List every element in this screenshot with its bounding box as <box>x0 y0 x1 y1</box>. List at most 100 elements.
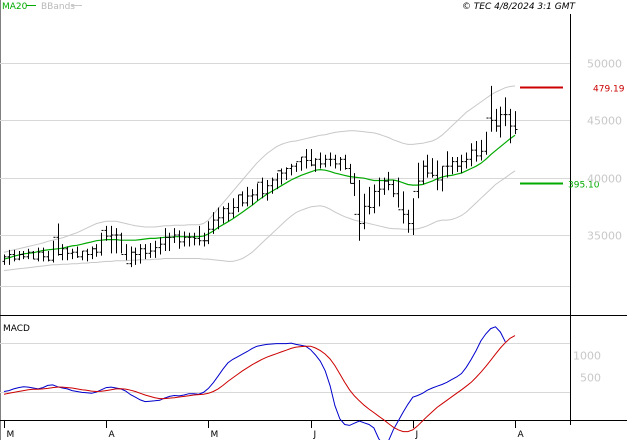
price-grid <box>0 63 570 287</box>
ohlc-bar <box>450 157 455 175</box>
ohlc-bar <box>158 237 163 255</box>
legend-ma20: MA20 <box>2 2 28 12</box>
ohlc-bar <box>406 209 411 233</box>
chart-header: MA20 BBands © TEC 4/8/2024 3:1 GMT <box>2 2 576 12</box>
ohlc-bar <box>17 251 22 261</box>
ohlc-bar <box>172 228 177 244</box>
legend-bbands: BBands <box>41 2 75 12</box>
ohlc-bar <box>318 152 323 169</box>
ohlc-bar <box>31 251 36 260</box>
ohlc-bar <box>143 244 148 260</box>
macd-y-tick-label: 500 <box>580 372 601 385</box>
ohlc-bar <box>206 221 211 245</box>
ohlc-bar <box>494 108 499 132</box>
price-y-tick-label: 40000 <box>587 173 622 186</box>
ohlc-bar <box>343 154 348 170</box>
ohlc-bar <box>255 181 260 201</box>
ohlc-bar <box>46 251 51 262</box>
ohlc-bar <box>474 140 479 162</box>
macd-line <box>3 326 506 440</box>
ohlc-bar <box>104 225 109 241</box>
ohlc-bar <box>182 231 187 247</box>
ma20-line <box>3 134 516 260</box>
ohlc-bar <box>226 202 231 222</box>
x-tick-label: J <box>313 430 317 440</box>
x-tick-label: A <box>518 430 525 440</box>
ohlc-bar <box>270 177 275 194</box>
ohlc-bar <box>236 194 241 213</box>
ohlc-bar <box>469 143 474 167</box>
ohlc-bar <box>211 212 216 234</box>
ohlc-bar <box>124 244 129 265</box>
macd-panel: 500 1000 MACD <box>0 324 601 440</box>
ohlc-bar <box>362 193 367 230</box>
ohlc-bar <box>401 191 406 224</box>
ohlc-bar <box>56 223 61 256</box>
ohlc-bar <box>489 85 494 132</box>
ohlc-bar <box>348 163 353 184</box>
ohlc-bar <box>192 232 197 246</box>
ohlc-bar <box>60 244 65 261</box>
ohlc-bar <box>36 247 41 262</box>
ohlc-bars <box>2 85 518 268</box>
ohlc-bar <box>367 186 372 215</box>
ohlc-bar <box>90 246 95 260</box>
macd-lines <box>3 326 516 440</box>
ohlc-bar <box>75 246 80 258</box>
ohlc-bar <box>464 152 469 169</box>
ohlc-bar <box>250 189 255 206</box>
ohlc-bar <box>372 184 377 214</box>
ohlc-bar <box>99 229 104 256</box>
ohlc-bar <box>221 206 226 224</box>
ohlc-bar <box>133 247 138 265</box>
ohlc-bar <box>41 247 46 262</box>
ohlc-bar <box>333 154 338 169</box>
ohlc-bar <box>284 167 289 180</box>
ohlc-bar <box>167 232 172 252</box>
resistance-level-label: 479.19 <box>593 85 625 95</box>
upper-band-line <box>3 85 516 253</box>
ohlc-bar <box>455 157 460 172</box>
ma20-polyline <box>3 134 516 260</box>
lower-band-line <box>3 170 516 271</box>
ohlc-bar <box>386 171 391 191</box>
ohlc-bar <box>503 97 508 127</box>
signal-line <box>3 335 516 433</box>
ohlc-bar <box>245 186 250 207</box>
ohlc-bar <box>382 177 387 195</box>
ohlc-bar <box>338 157 343 171</box>
ohlc-bar <box>425 154 430 178</box>
ohlc-bar <box>163 228 168 252</box>
price-levels: 479.19 395.10 <box>520 85 625 191</box>
ohlc-bar <box>508 108 513 144</box>
copyright-text: © TEC 4/8/2024 3:1 GMT <box>462 2 577 12</box>
ohlc-bar <box>197 225 202 246</box>
ohlc-bar <box>430 158 435 178</box>
x-tick-label: J <box>415 430 419 440</box>
ohlc-bar <box>265 179 270 201</box>
ohlc-bar <box>377 177 382 207</box>
ohlc-bar <box>153 240 158 258</box>
x-tick-label: M <box>211 430 219 440</box>
ohlc-bar <box>411 190 416 235</box>
ohlc-bar <box>352 173 357 215</box>
ohlc-bar <box>289 163 294 176</box>
ohlc-bar <box>70 248 75 260</box>
ohlc-bar <box>114 228 119 254</box>
bollinger-bands <box>3 85 516 271</box>
macd-y-ticks: 500 1000 <box>573 350 601 385</box>
price-y-tick-label: 50000 <box>587 58 622 71</box>
ohlc-bar <box>313 158 318 172</box>
ohlc-bar <box>138 244 143 264</box>
ohlc-bar <box>498 106 503 138</box>
macd-y-tick-label: 1000 <box>573 350 601 363</box>
ohlc-bar <box>304 149 309 169</box>
ohlc-bar <box>260 177 265 199</box>
ohlc-bar <box>435 160 440 191</box>
ohlc-bar <box>459 154 464 174</box>
ohlc-bar <box>513 111 518 135</box>
ohlc-bar <box>65 246 70 261</box>
